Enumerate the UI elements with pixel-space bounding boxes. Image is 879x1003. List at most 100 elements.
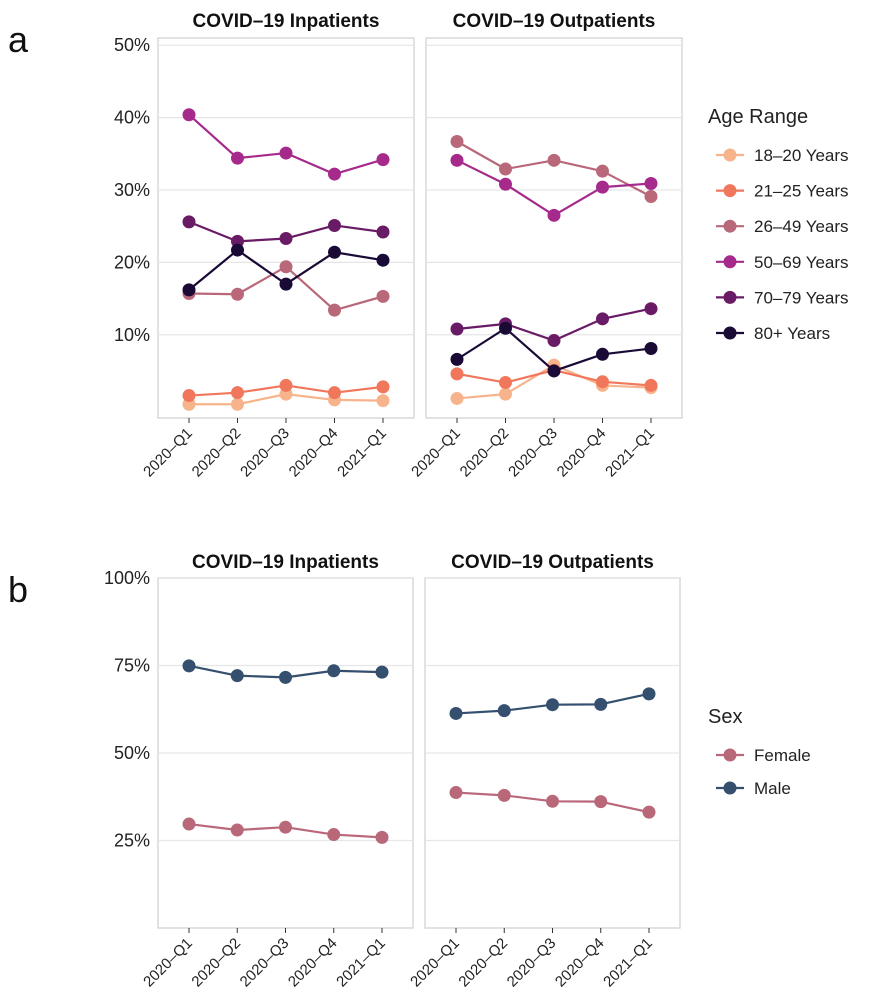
panel-a-covid-19-outpatients-18-20-years-point: [499, 387, 512, 401]
panel-b-covid-19-outpatients-xtick-label: 2020–Q4: [552, 935, 608, 991]
panel-b-covid-19-outpatients-female-point: [546, 794, 559, 808]
panel-a-covid-19-inpatients-50-69-years-point: [328, 167, 341, 181]
panel-a-covid-19-inpatients-80-years-point: [376, 253, 390, 267]
panel-b-covid-19-inpatients-male-point: [230, 669, 244, 683]
panel-b-covid-19-inpatients-xtick-label: 2020–Q2: [188, 935, 244, 991]
panel-a-covid-19-inpatients-ytick-label: 50%: [114, 35, 150, 55]
panel-b-covid-19-inpatients-ytick-label: 25%: [114, 831, 150, 851]
panel-b-covid-19-inpatients-male-point: [327, 664, 341, 678]
legend-a-18-20-years-label: 18–20 Years: [754, 146, 849, 165]
panel-b-covid-19-inpatients-male-point: [375, 665, 389, 679]
legend-a-50-69-years-label: 50–69 Years: [754, 253, 849, 272]
panel-a-covid-19-inpatients-80-years-point: [328, 245, 341, 259]
legend-b-female-label: Female: [754, 746, 811, 765]
panel-a-covid-19-inpatients-70-79-years-point: [376, 225, 390, 239]
panel-b-covid-19-outpatients-female-point: [642, 805, 656, 819]
panel-b-covid-19-inpatients-xtick-label: 2020–Q4: [285, 935, 341, 991]
legend-b-title: Sex: [708, 706, 742, 728]
panel-b-covid-19-inpatients-female-point: [182, 817, 196, 831]
panel-letter-b: b: [8, 569, 28, 610]
legend-b-male-key-point: [723, 781, 737, 795]
panel-b-covid-19-outpatients-xtick-label: 2021–Q1: [600, 935, 656, 991]
panel-a-covid-19-inpatients-70-79-years-point: [328, 218, 341, 232]
panel-a-covid-19-inpatients-frame: [157, 37, 415, 419]
legend-a-80-years-label: 80+ Years: [754, 324, 830, 343]
legend-a-18-20-years-key-point: [723, 148, 737, 162]
panel-a-covid-19-inpatients-xtick-label: 2020–Q1: [140, 425, 196, 481]
panel-a-covid-19-outpatients-50-69-years-point: [499, 177, 512, 191]
panel-b-covid-19-outpatients-xtick-label: 2020–Q2: [455, 935, 511, 991]
panel-a-covid-19-inpatients-ytick-label: 10%: [114, 325, 150, 345]
panel-b-covid-19-outpatients-male-point: [449, 706, 463, 720]
panel-a-covid-19-inpatients-21-25-years-point: [182, 389, 196, 403]
panel-a-covid-19-inpatients-80-years-point: [231, 243, 244, 257]
panel-a-covid-19-outpatients-26-49-years-point: [547, 153, 561, 167]
panel-a-covid-19-inpatients-title: COVID–19 Inpatients: [193, 11, 380, 32]
panel-a-covid-19-outpatients-50-69-years-point: [547, 208, 561, 222]
panel-a-covid-19-inpatients-26-49-years-point: [231, 287, 244, 301]
panel-a-covid-19-inpatients-xtick-label: 2020–Q3: [237, 425, 293, 481]
panel-b-covid-19-outpatients-xtick-label: 2020–Q1: [407, 935, 463, 991]
panel-a-covid-19-outpatients-26-49-years-point: [596, 164, 609, 178]
panel-b-covid-19-outpatients-male-point: [594, 697, 608, 711]
panel-a-covid-19-inpatients-70-79-years-point: [182, 215, 196, 229]
panel-a-covid-19-outpatients-21-25-years-point: [596, 375, 609, 389]
panel-a-covid-19-outpatients-70-79-years-point: [596, 312, 609, 326]
panel-b-covid-19-inpatients-ytick-label: 50%: [114, 743, 150, 763]
panel-a-covid-19-outpatients-80-years-point: [450, 352, 464, 366]
panel-a-covid-19-outpatients-26-49-years-point: [450, 135, 464, 149]
panel-a-covid-19-inpatients-26-49-years-point: [376, 289, 390, 303]
panel-a-covid-19-outpatients-80-years-point: [547, 364, 561, 378]
panel-a-covid-19-inpatients-18-20-years-point: [376, 394, 390, 408]
panel-b-covid-19-outpatients-male-point: [642, 687, 656, 701]
panel-a-covid-19-inpatients-50-69-years-point: [182, 108, 196, 122]
panel-b-covid-19-outpatients-male-point: [546, 698, 559, 712]
panel-a-covid-19-outpatients-xtick-label: 2020–Q2: [457, 425, 513, 481]
legend-a-70-79-years-label: 70–79 Years: [754, 288, 849, 307]
panel-a-covid-19-inpatients-ytick-label: 30%: [114, 180, 150, 200]
panel-b-covid-19-outpatients-title: COVID–19 Outpatients: [451, 552, 654, 573]
panel-a-covid-19-inpatients-50-69-years-point: [376, 153, 390, 167]
panel-b-covid-19-outpatients-male-point: [497, 704, 511, 718]
panel-b-covid-19-inpatients-male-point: [279, 670, 292, 684]
panel-b-covid-19-inpatients-xtick-label: 2020–Q3: [237, 935, 293, 991]
panel-a-covid-19-outpatients-70-79-years-point: [450, 322, 464, 336]
panel-a-covid-19-inpatients-21-25-years-point: [231, 386, 244, 400]
panel-a-covid-19-outpatients-21-25-years-point: [644, 378, 658, 392]
panel-a-covid-19-outpatients-frame: [425, 37, 683, 419]
legend-b-male-label: Male: [754, 779, 791, 798]
panel-a-covid-19-inpatients-xtick-label: 2020–Q4: [286, 425, 342, 481]
panel-b-covid-19-inpatients-female-point: [327, 828, 341, 842]
panel-b-covid-19-inpatients-female-point: [230, 823, 244, 837]
panel-a-covid-19-outpatients-80-years-point: [644, 342, 658, 356]
panel-a-covid-19-outpatients-xtick-label: 2020–Q1: [408, 425, 464, 481]
panel-b-covid-19-outpatients-female-point: [449, 786, 463, 800]
panel-a-covid-19-outpatients-21-25-years-point: [499, 376, 512, 390]
panel-a-covid-19-outpatients-21-25-years-point: [450, 367, 464, 381]
panel-a-covid-19-inpatients-50-69-years-point: [279, 146, 293, 160]
panel-a-covid-19-outpatients-50-69-years-point: [450, 153, 464, 167]
panel-a-covid-19-outpatients-80-years-point: [596, 347, 609, 361]
legend-a-26-49-years-key-point: [723, 219, 737, 233]
panel-a-covid-19-outpatients-xtick-label: 2020–Q4: [554, 425, 610, 481]
panel-a-covid-19-inpatients-26-49-years-point: [328, 303, 341, 317]
legend-b-female-key-point: [723, 748, 737, 762]
panel-b-covid-19-inpatients-female-point: [375, 830, 389, 844]
panel-a-covid-19-inpatients-xtick-label: 2021–Q1: [334, 425, 390, 481]
panel-a-covid-19-outpatients-50-69-years-point: [644, 176, 658, 190]
panel-a-covid-19-outpatients-title: COVID–19 Outpatients: [453, 11, 656, 32]
panel-a-covid-19-outpatients-xtick-label: 2021–Q1: [602, 425, 658, 481]
panel-a-covid-19-inpatients-70-79-years-point: [279, 231, 293, 245]
panel-a-covid-19-outpatients-26-49-years-point: [499, 162, 512, 176]
panel-a-covid-19-inpatients-21-25-years-point: [279, 378, 293, 392]
panel-a-covid-19-inpatients-50-69-years-point: [231, 151, 244, 165]
legend-a-21-25-years-label: 21–25 Years: [754, 182, 849, 201]
legend-a-21-25-years-key-point: [723, 184, 737, 198]
panel-a-covid-19-inpatients-21-25-years-point: [328, 386, 341, 400]
panel-a-covid-19-inpatients-ytick-label: 20%: [114, 252, 150, 272]
panel-a-covid-19-inpatients-80-years-point: [182, 283, 196, 297]
legend-a-70-79-years-key-point: [723, 290, 737, 304]
panel-a-covid-19-outpatients-xtick-label: 2020–Q3: [505, 425, 561, 481]
panel-a-covid-19-inpatients-ytick-label: 40%: [114, 108, 150, 128]
panel-a-covid-19-outpatients-70-79-years-point: [547, 334, 561, 348]
